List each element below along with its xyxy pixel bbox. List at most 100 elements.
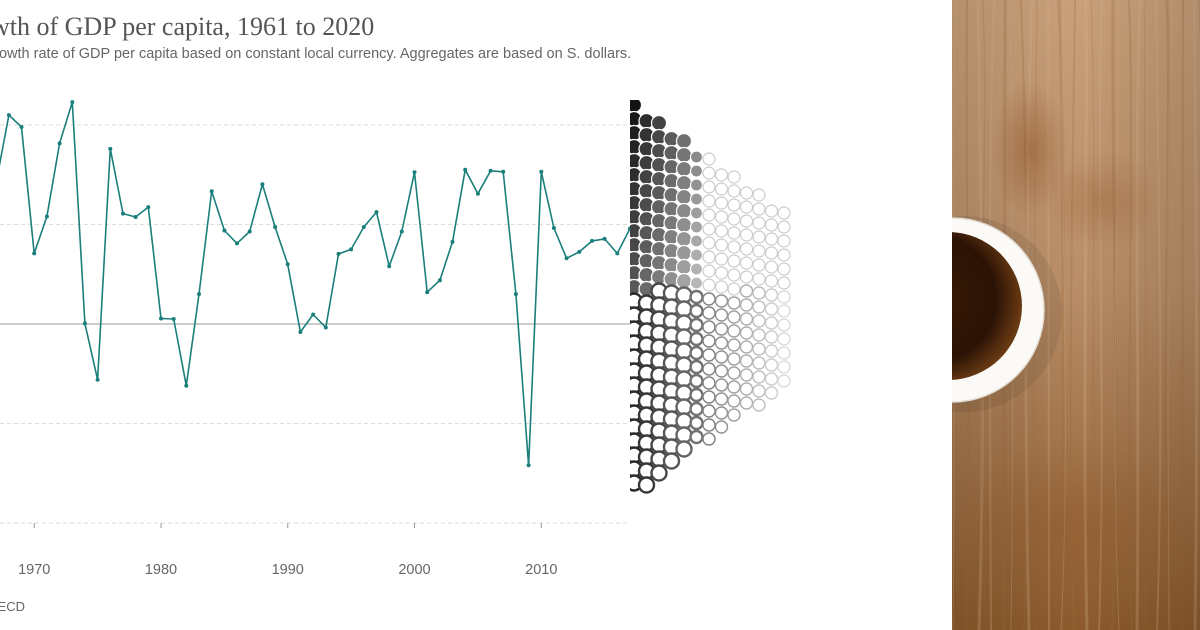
x-tick-label: 1990 (272, 562, 304, 578)
pattern-dot (739, 186, 754, 200)
data-point[interactable] (475, 191, 480, 196)
pattern-dot (727, 296, 741, 310)
data-point[interactable] (222, 228, 227, 233)
data-point[interactable] (209, 189, 214, 194)
data-point[interactable] (184, 383, 189, 388)
pattern-dot (675, 286, 693, 304)
pattern-dot (764, 288, 779, 302)
data-point[interactable] (437, 278, 442, 283)
pattern-dot (675, 188, 693, 206)
data-point[interactable] (349, 247, 354, 252)
pattern-dot (752, 244, 766, 258)
data-point[interactable] (615, 251, 620, 256)
data-point[interactable] (235, 241, 239, 246)
data-point[interactable] (311, 312, 316, 317)
pattern-dot (702, 194, 716, 208)
line-chart: 1970 1980 1990 2000 2010 (0, 100, 632, 578)
data-point[interactable] (425, 290, 430, 295)
data-point[interactable] (590, 238, 594, 243)
data-point[interactable] (247, 229, 252, 234)
data-point[interactable] (70, 100, 75, 105)
pattern-dot (752, 202, 766, 216)
pattern-dot (727, 212, 741, 226)
data-point[interactable] (602, 236, 607, 241)
pattern-dot (702, 180, 716, 194)
pattern-dot (689, 345, 704, 361)
data-point[interactable] (171, 317, 176, 321)
pattern-dot (702, 306, 716, 320)
pattern-dot (777, 276, 791, 290)
pattern-dot (764, 274, 779, 288)
data-point[interactable] (488, 168, 493, 173)
data-point[interactable] (463, 167, 468, 172)
data-point[interactable] (57, 141, 62, 146)
pattern-dot (739, 354, 754, 368)
data-point[interactable] (197, 292, 201, 297)
pattern-dot (739, 270, 754, 284)
pattern-dot (689, 317, 704, 333)
data-point[interactable] (450, 239, 455, 244)
data-point[interactable] (260, 182, 265, 187)
data-point[interactable] (285, 262, 290, 267)
data-point[interactable] (412, 170, 417, 175)
pattern-dot (675, 314, 693, 332)
series-layer (0, 100, 632, 468)
data-point[interactable] (551, 226, 556, 230)
data-point[interactable] (501, 169, 506, 174)
pattern-dot (727, 324, 741, 338)
data-point[interactable] (539, 169, 544, 174)
data-point[interactable] (95, 377, 100, 382)
pattern-dot (675, 160, 693, 178)
pattern-dot (714, 210, 729, 224)
pattern-dot (739, 298, 754, 312)
data-point[interactable] (44, 214, 49, 219)
data-point[interactable] (323, 325, 328, 330)
pattern-dot (727, 282, 741, 296)
data-point[interactable] (108, 146, 113, 151)
data-point[interactable] (374, 210, 379, 215)
pattern-dot (675, 174, 693, 192)
data-point[interactable] (32, 251, 37, 256)
pattern-dot (752, 272, 766, 286)
data-point[interactable] (159, 316, 163, 321)
series-line (0, 101, 631, 467)
pattern-dot (739, 312, 754, 326)
pattern-dot (689, 150, 704, 164)
pattern-dot (727, 198, 741, 212)
pattern-dot (675, 342, 693, 360)
data-point[interactable] (513, 292, 518, 297)
data-point[interactable] (564, 256, 569, 261)
pattern-dot (702, 236, 716, 250)
data-point[interactable] (121, 211, 125, 216)
data-point[interactable] (273, 225, 278, 229)
data-point[interactable] (399, 229, 404, 234)
pattern-dot (739, 396, 754, 410)
data-point[interactable] (19, 125, 24, 129)
data-point[interactable] (361, 225, 366, 229)
pattern-dot (739, 242, 754, 256)
data-point[interactable] (146, 205, 151, 210)
pattern-dot (739, 340, 754, 354)
pattern-dot (630, 100, 643, 114)
data-point[interactable] (387, 264, 392, 269)
data-point[interactable] (526, 463, 531, 468)
pattern-dot (689, 303, 704, 319)
pattern-dot (714, 224, 729, 238)
pattern-dot (764, 330, 779, 344)
pattern-dot (675, 230, 693, 248)
pattern-dot (752, 370, 766, 384)
data-point[interactable] (298, 330, 303, 334)
data-point[interactable] (336, 251, 341, 256)
pattern-dot (702, 334, 716, 348)
data-point[interactable] (577, 249, 582, 254)
data-point[interactable] (82, 321, 87, 326)
pattern-dot (764, 302, 779, 316)
pattern-dot (689, 192, 704, 206)
pattern-dot (727, 380, 741, 394)
pattern-dot (739, 256, 754, 270)
data-point[interactable] (6, 113, 11, 118)
x-tick-label: 1970 (18, 562, 50, 578)
coffee-photo (952, 0, 1200, 630)
data-point[interactable] (133, 215, 138, 219)
pattern-dot (702, 292, 716, 306)
